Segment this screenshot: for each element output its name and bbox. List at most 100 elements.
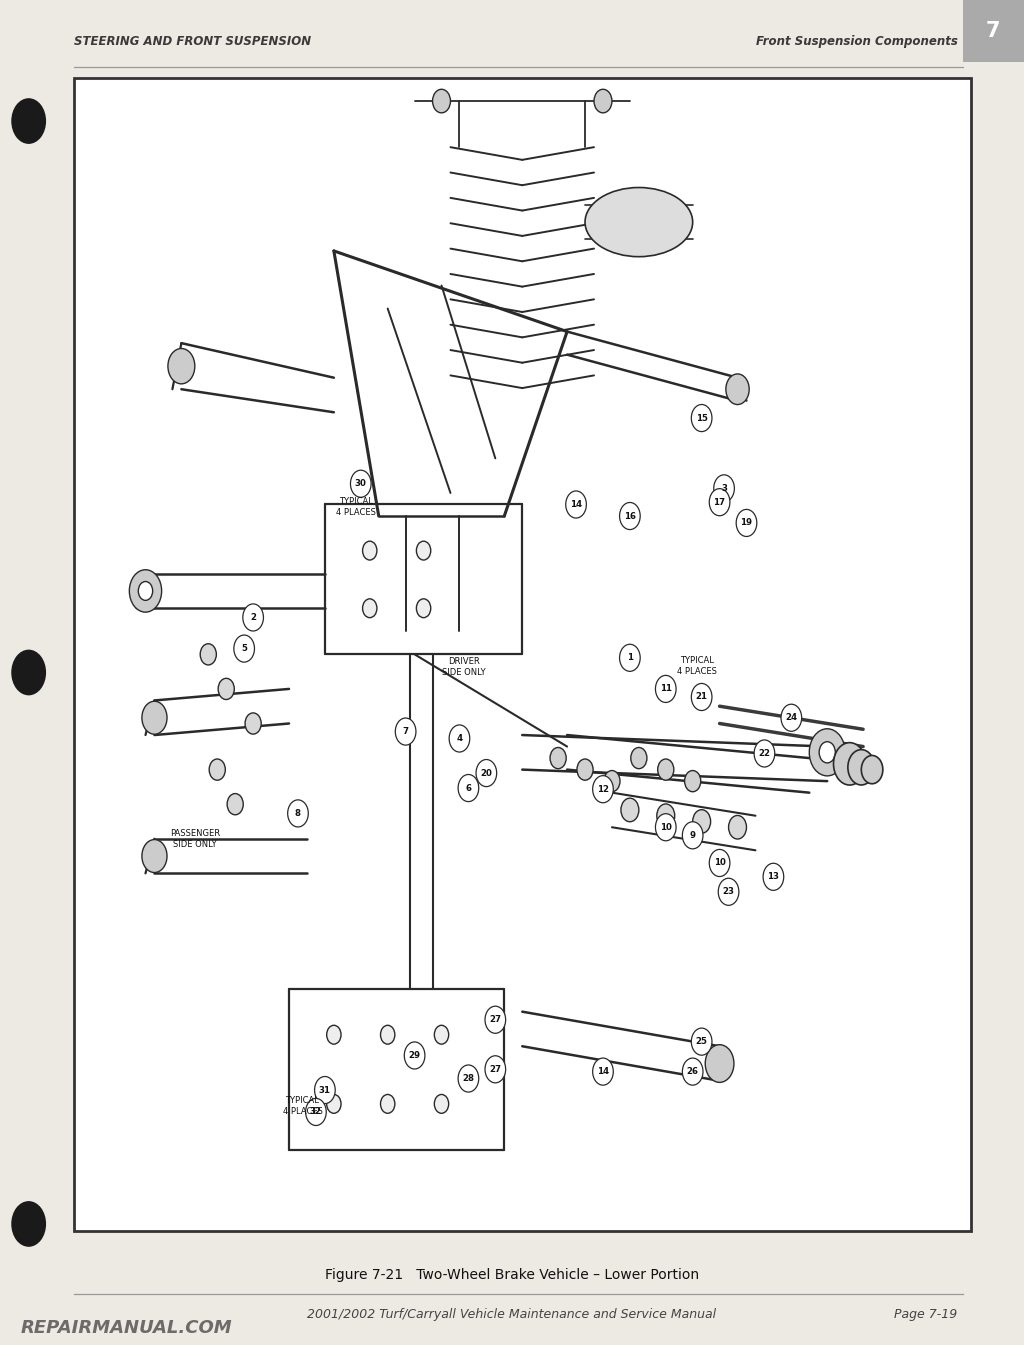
- Circle shape: [227, 794, 244, 815]
- Circle shape: [691, 405, 712, 432]
- Ellipse shape: [585, 187, 692, 257]
- Text: Page 7-19: Page 7-19: [894, 1307, 957, 1321]
- Circle shape: [458, 775, 479, 802]
- Text: 23: 23: [723, 888, 734, 896]
- Circle shape: [685, 771, 700, 792]
- Text: 13: 13: [767, 873, 779, 881]
- Text: Figure 7-21   Two-Wheel Brake Vehicle – Lower Portion: Figure 7-21 Two-Wheel Brake Vehicle – Lo…: [325, 1268, 699, 1282]
- Text: 26: 26: [687, 1067, 698, 1076]
- Text: STEERING AND FRONT SUSPENSION: STEERING AND FRONT SUSPENSION: [74, 35, 311, 48]
- Circle shape: [593, 1059, 613, 1085]
- FancyBboxPatch shape: [963, 0, 1024, 62]
- Circle shape: [604, 771, 620, 792]
- Text: 1: 1: [627, 654, 633, 662]
- Circle shape: [621, 798, 639, 822]
- Circle shape: [201, 644, 216, 664]
- Circle shape: [834, 742, 866, 785]
- Circle shape: [710, 850, 730, 877]
- Circle shape: [305, 1099, 327, 1126]
- Text: 14: 14: [597, 1067, 609, 1076]
- Circle shape: [550, 748, 566, 769]
- Circle shape: [819, 741, 836, 763]
- Circle shape: [209, 759, 225, 780]
- Text: 10: 10: [659, 823, 672, 831]
- Circle shape: [692, 810, 711, 834]
- Text: 24: 24: [785, 713, 798, 722]
- Circle shape: [129, 570, 162, 612]
- Circle shape: [655, 814, 676, 841]
- Circle shape: [381, 1095, 395, 1114]
- Circle shape: [485, 1056, 506, 1083]
- Circle shape: [476, 760, 497, 787]
- Circle shape: [656, 804, 675, 827]
- Text: 7: 7: [402, 728, 409, 736]
- Circle shape: [593, 776, 613, 803]
- FancyBboxPatch shape: [74, 78, 971, 1231]
- Text: REPAIRMANUAL.COM: REPAIRMANUAL.COM: [20, 1319, 232, 1337]
- Circle shape: [781, 705, 802, 732]
- Text: 22: 22: [759, 749, 770, 759]
- Circle shape: [682, 1059, 703, 1085]
- Text: 27: 27: [489, 1015, 502, 1025]
- Circle shape: [218, 678, 234, 699]
- Text: 9: 9: [690, 831, 695, 839]
- Text: 4: 4: [457, 734, 463, 742]
- Circle shape: [754, 740, 775, 767]
- Circle shape: [728, 815, 746, 839]
- Circle shape: [594, 89, 612, 113]
- Text: 2: 2: [250, 613, 256, 621]
- Text: 32: 32: [310, 1107, 322, 1116]
- Text: 15: 15: [695, 413, 708, 422]
- Circle shape: [434, 1025, 449, 1044]
- Circle shape: [736, 510, 757, 537]
- Circle shape: [485, 1006, 506, 1033]
- Circle shape: [404, 1042, 425, 1069]
- Circle shape: [565, 491, 587, 518]
- Circle shape: [458, 1065, 479, 1092]
- Circle shape: [434, 1095, 449, 1114]
- Circle shape: [657, 759, 674, 780]
- Text: 5: 5: [242, 644, 247, 654]
- Text: 6: 6: [466, 784, 471, 792]
- Circle shape: [288, 800, 308, 827]
- Text: 27: 27: [489, 1065, 502, 1073]
- Circle shape: [620, 503, 640, 530]
- Text: 31: 31: [318, 1085, 331, 1095]
- Circle shape: [245, 713, 261, 734]
- Circle shape: [763, 863, 783, 890]
- Circle shape: [417, 599, 431, 617]
- Circle shape: [809, 729, 845, 776]
- Circle shape: [142, 701, 167, 734]
- Circle shape: [11, 650, 46, 695]
- Text: 14: 14: [570, 500, 582, 508]
- Text: 19: 19: [740, 518, 753, 527]
- Text: 7: 7: [986, 22, 1000, 40]
- Circle shape: [233, 635, 255, 662]
- Text: TYPICAL
4 PLACES: TYPICAL 4 PLACES: [677, 656, 717, 677]
- Circle shape: [142, 839, 167, 873]
- Circle shape: [362, 541, 377, 560]
- Text: 11: 11: [659, 685, 672, 694]
- Circle shape: [710, 488, 730, 515]
- Circle shape: [691, 683, 712, 710]
- Circle shape: [327, 1025, 341, 1044]
- Circle shape: [848, 749, 874, 785]
- Text: 8: 8: [295, 808, 301, 818]
- Circle shape: [11, 98, 46, 144]
- Circle shape: [417, 541, 431, 560]
- Text: 3: 3: [721, 484, 727, 492]
- Text: 30: 30: [355, 479, 367, 488]
- Circle shape: [450, 725, 470, 752]
- Text: PASSENGER
SIDE ONLY: PASSENGER SIDE ONLY: [170, 829, 220, 849]
- Circle shape: [138, 581, 153, 600]
- Circle shape: [706, 1045, 734, 1083]
- Text: 12: 12: [597, 784, 609, 794]
- Text: Front Suspension Components: Front Suspension Components: [756, 35, 957, 48]
- Circle shape: [350, 471, 371, 498]
- Circle shape: [314, 1076, 335, 1104]
- Circle shape: [861, 756, 883, 784]
- Text: 25: 25: [695, 1037, 708, 1046]
- Text: DRIVER
SIDE ONLY: DRIVER SIDE ONLY: [442, 656, 485, 677]
- Circle shape: [718, 878, 739, 905]
- Circle shape: [432, 89, 451, 113]
